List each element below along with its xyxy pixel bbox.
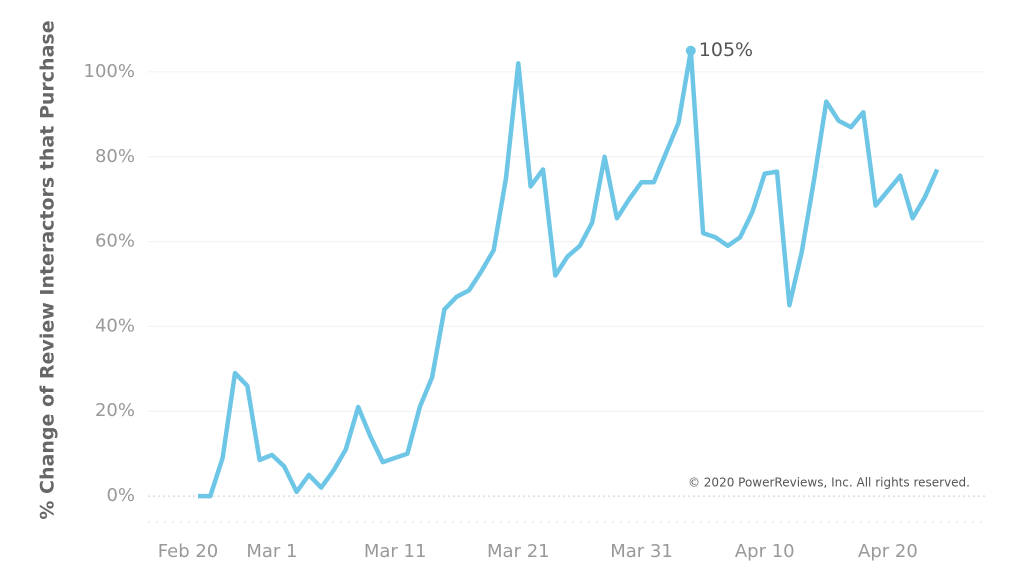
- x-tick-label: Apr 10: [735, 541, 795, 562]
- y-tick-label: 60%: [95, 231, 135, 252]
- peak-marker: [685, 45, 696, 56]
- copyright-note: © 2020 PowerReviews, Inc. All rights res…: [688, 476, 970, 490]
- data-line: [198, 48, 940, 499]
- x-tick-label: Mar 31: [610, 541, 673, 562]
- x-tick-label: Mar 21: [487, 541, 550, 562]
- data-label: 105%: [699, 39, 753, 61]
- x-tick-label: Apr 20: [858, 541, 918, 562]
- y-tick-label: 100%: [84, 61, 135, 82]
- y-tick-label: 80%: [95, 146, 135, 167]
- y-tick-label: 20%: [95, 400, 135, 421]
- y-axis-title: % Change of Review Interactors that Purc…: [37, 20, 59, 519]
- y-tick-label: 40%: [95, 315, 135, 336]
- y-tick-label: 0%: [106, 485, 135, 506]
- x-tick-label: Mar 11: [364, 541, 427, 562]
- x-tick-label: Feb 20: [158, 541, 219, 562]
- x-tick-label: Mar 1: [246, 541, 297, 562]
